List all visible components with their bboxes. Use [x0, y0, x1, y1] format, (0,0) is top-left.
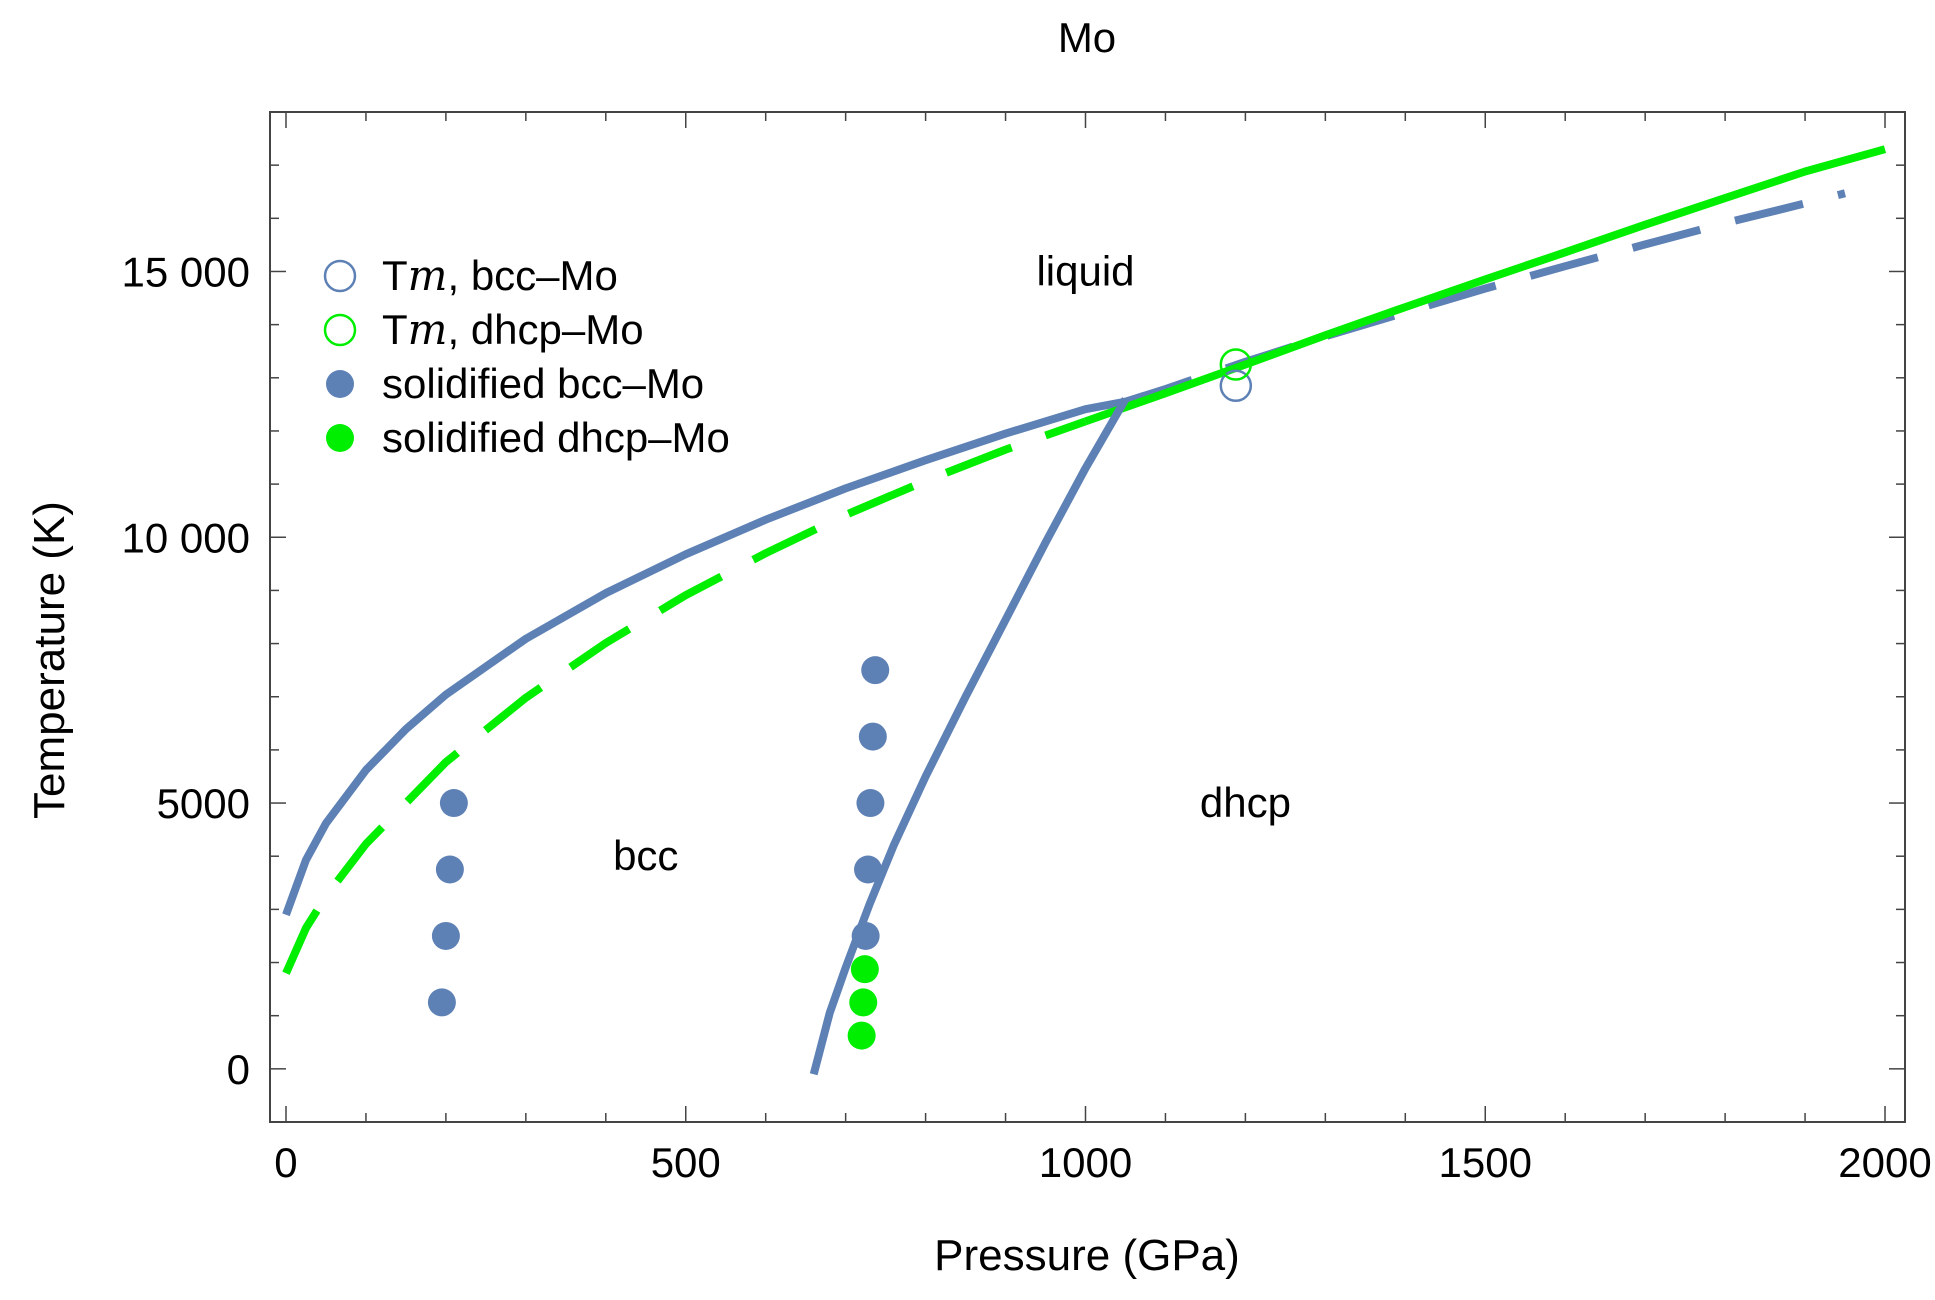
series-line-4 — [809, 397, 1129, 1076]
data-point-7-0 — [427, 988, 456, 1017]
y-tick-label-5000: 5000 — [157, 780, 250, 827]
data-point-7-8 — [861, 656, 890, 685]
legend-label-2: solidified bcc–Mo — [382, 360, 704, 407]
series-layer — [282, 145, 1887, 1076]
y-axis-label: Temperature (K) — [25, 501, 74, 819]
region-label-dhcp: dhcp — [1200, 779, 1291, 826]
y-tick-label-10000: 10 000 — [122, 514, 250, 561]
data-point-8-0 — [847, 1021, 876, 1050]
data-point-7-2 — [435, 855, 464, 884]
data-point-7-4 — [851, 921, 880, 950]
legend-label-3: solidified dhcp–Mo — [382, 414, 730, 461]
data-point-7-3 — [439, 789, 468, 818]
region-label-bcc: bcc — [613, 832, 678, 879]
y-tick-label-0: 0 — [227, 1046, 250, 1093]
legend-marker-0 — [323, 259, 357, 293]
ticks-layer — [270, 112, 1905, 1122]
data-point-7-7 — [858, 722, 887, 751]
legend-marker-2 — [326, 370, 354, 398]
x-tick-label-1500: 1500 — [1439, 1139, 1532, 1186]
data-point-7-1 — [431, 921, 460, 950]
chart-title: Mo — [1058, 14, 1116, 61]
tick-labels-layer: 0 500 1000 1500 2000 0 5000 10 000 15 000 — [122, 248, 1932, 1186]
legend-label-1: Tm, dhcp–Mo — [382, 305, 644, 354]
series-line-2 — [282, 417, 1087, 975]
plot-frame — [269, 111, 1906, 1123]
series-line-1 — [1124, 189, 1846, 406]
x-tick-label-0: 0 — [274, 1139, 297, 1186]
data-point-5-0 — [1219, 369, 1253, 403]
x-axis-label: Pressure (GPa) — [934, 1231, 1240, 1280]
x-tick-label-500: 500 — [651, 1139, 721, 1186]
legend-label-0: Tm, bcc–Mo — [382, 251, 618, 300]
region-label-liquid: liquid — [1036, 247, 1134, 294]
legend-marker-1 — [323, 313, 357, 347]
series-line-0 — [282, 397, 1127, 917]
series-line-3 — [1084, 145, 1887, 426]
data-point-7-5 — [854, 855, 883, 884]
data-point-8-1 — [849, 988, 878, 1017]
x-tick-label-1000: 1000 — [1039, 1139, 1132, 1186]
legend-marker-3 — [326, 424, 354, 452]
x-tick-label-2000: 2000 — [1838, 1139, 1931, 1186]
region-labels-layer: liquid bcc dhcp — [613, 247, 1291, 879]
data-point-6-0 — [1219, 348, 1253, 381]
data-point-8-2 — [850, 955, 879, 984]
y-tick-label-15000: 15 000 — [122, 248, 250, 295]
points-layer — [427, 348, 1253, 1050]
data-point-7-6 — [856, 789, 885, 818]
legend: Tm, bcc–Mo Tm, dhcp–Mo solidified bcc–Mo so… — [323, 251, 730, 461]
